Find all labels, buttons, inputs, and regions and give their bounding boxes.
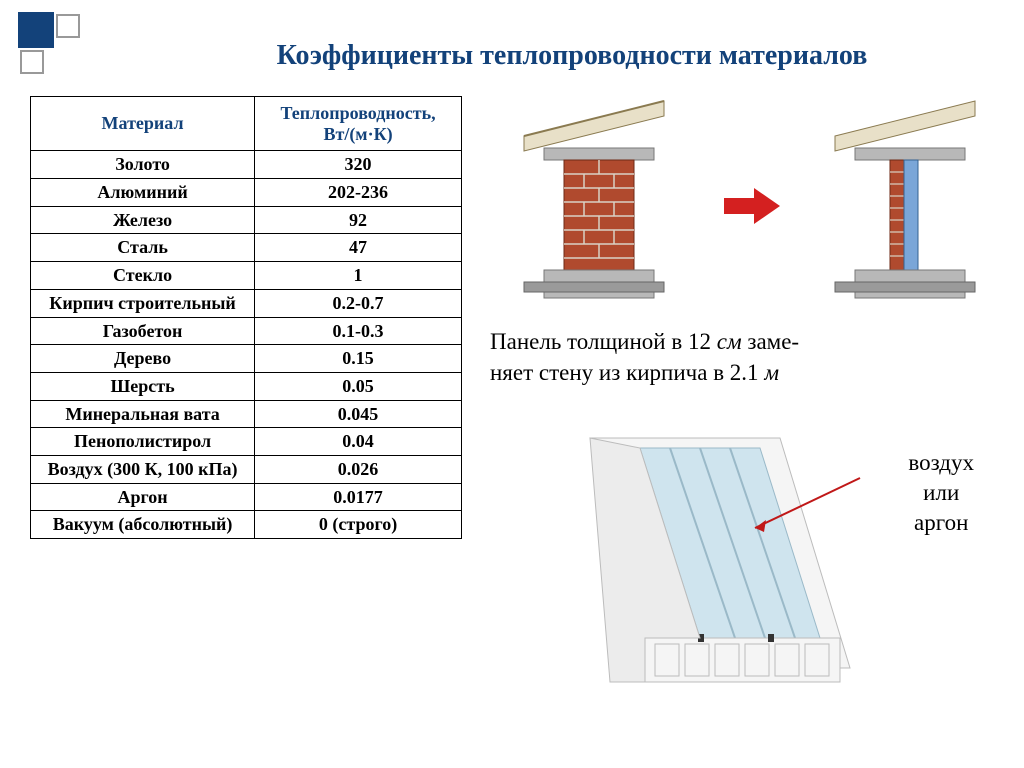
table-row: Дерево0.15: [31, 345, 462, 373]
material-cell: Дерево: [31, 345, 255, 373]
window-profile-illustration: [550, 418, 870, 698]
gas-fill-label: воздух или аргон: [908, 448, 974, 538]
table-row: Аргон0.0177: [31, 483, 462, 511]
value-cell: 0 (строго): [255, 511, 462, 539]
value-cell: 0.045: [255, 400, 462, 428]
value-cell: 0.04: [255, 428, 462, 456]
wall-comparison-diagram: [490, 96, 1004, 316]
value-cell: 202-236: [255, 179, 462, 207]
col-header-conductivity: Теплопроводность, Вт/(м·К): [255, 97, 462, 151]
material-cell: Кирпич строительный: [31, 289, 255, 317]
page-title: Коэффициенты теплопроводности материалов: [140, 40, 1004, 72]
material-cell: Сталь: [31, 234, 255, 262]
table-row: Железо92: [31, 206, 462, 234]
comparison-caption: Панель толщиной в 12 см заме- няет стену…: [490, 326, 990, 388]
material-cell: Аргон: [31, 483, 255, 511]
material-cell: Шерсть: [31, 372, 255, 400]
table-row: Шерсть0.05: [31, 372, 462, 400]
material-cell: Пенополистирол: [31, 428, 255, 456]
insulated-wall-illustration: [830, 96, 980, 316]
value-cell: 0.15: [255, 345, 462, 373]
value-cell: 0.0177: [255, 483, 462, 511]
value-cell: 0.05: [255, 372, 462, 400]
table-row: Сталь47: [31, 234, 462, 262]
table-row: Воздух (300 К, 100 кПа)0.026: [31, 455, 462, 483]
material-cell: Газобетон: [31, 317, 255, 345]
value-cell: 47: [255, 234, 462, 262]
material-cell: Стекло: [31, 262, 255, 290]
table-row: Газобетон0.1-0.3: [31, 317, 462, 345]
corner-logo: [18, 12, 82, 76]
table-row: Стекло1: [31, 262, 462, 290]
value-cell: 0.026: [255, 455, 462, 483]
material-cell: Минеральная вата: [31, 400, 255, 428]
arrow-right-icon: [722, 186, 782, 226]
material-cell: Железо: [31, 206, 255, 234]
table-row: Вакуум (абсолютный)0 (строго): [31, 511, 462, 539]
col-header-material: Материал: [31, 97, 255, 151]
table-row: Пенополистирол0.04: [31, 428, 462, 456]
material-cell: Золото: [31, 151, 255, 179]
value-cell: 0.1-0.3: [255, 317, 462, 345]
materials-table: Материал Теплопроводность, Вт/(м·К) Золо…: [30, 96, 462, 539]
value-cell: 320: [255, 151, 462, 179]
material-cell: Вакуум (абсолютный): [31, 511, 255, 539]
brick-wall-illustration: [514, 96, 674, 316]
material-cell: Воздух (300 К, 100 кПа): [31, 455, 255, 483]
table-row: Золото320: [31, 151, 462, 179]
table-row: Кирпич строительный0.2-0.7: [31, 289, 462, 317]
table-row: Минеральная вата0.045: [31, 400, 462, 428]
value-cell: 92: [255, 206, 462, 234]
table-row: Алюминий202-236: [31, 179, 462, 207]
material-cell: Алюминий: [31, 179, 255, 207]
value-cell: 1: [255, 262, 462, 290]
value-cell: 0.2-0.7: [255, 289, 462, 317]
